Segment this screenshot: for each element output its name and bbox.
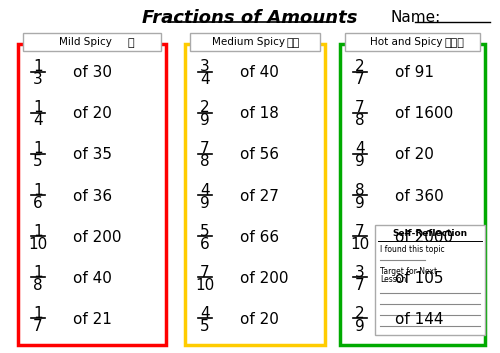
Text: 9: 9 <box>200 113 210 128</box>
Text: of 18: of 18 <box>240 106 279 121</box>
Text: 5: 5 <box>200 224 210 239</box>
Text: I found this topic: I found this topic <box>380 245 444 253</box>
Text: 5: 5 <box>200 319 210 334</box>
Text: 8: 8 <box>355 113 365 128</box>
Text: 7: 7 <box>355 224 365 239</box>
Text: 10: 10 <box>196 278 214 293</box>
Text: of 200: of 200 <box>73 230 122 245</box>
Text: of 20: of 20 <box>395 147 434 162</box>
Text: 7: 7 <box>355 278 365 293</box>
Text: Hot and Spicy: Hot and Spicy <box>370 37 442 47</box>
Text: Lesson: Lesson <box>380 275 406 285</box>
Text: Fractions of Amounts: Fractions of Amounts <box>142 9 358 27</box>
Text: of 1600: of 1600 <box>395 106 453 121</box>
Text: 🌶: 🌶 <box>128 38 134 48</box>
Text: of 105: of 105 <box>395 271 444 286</box>
Text: 3: 3 <box>200 59 210 74</box>
Text: 9: 9 <box>355 196 365 210</box>
Text: 6: 6 <box>200 237 210 252</box>
Text: 2: 2 <box>355 306 365 321</box>
Text: 3: 3 <box>33 72 43 87</box>
Text: 6: 6 <box>33 196 43 210</box>
Text: 7: 7 <box>33 319 43 334</box>
Text: 9: 9 <box>200 196 210 210</box>
Text: of 360: of 360 <box>395 189 444 203</box>
Text: 1: 1 <box>33 59 43 74</box>
Text: of 35: of 35 <box>73 147 112 162</box>
Bar <box>23 33 161 51</box>
Text: 🌶🌶🌶: 🌶🌶🌶 <box>444 38 464 48</box>
Bar <box>345 33 480 51</box>
Bar <box>185 44 325 345</box>
Text: 8: 8 <box>355 183 365 197</box>
Text: Target for Next: Target for Next <box>380 267 437 275</box>
Text: 7: 7 <box>200 265 210 280</box>
Text: of 200: of 200 <box>240 271 288 286</box>
Text: 1: 1 <box>33 183 43 197</box>
Text: of 66: of 66 <box>240 230 279 245</box>
Text: 8: 8 <box>200 154 210 169</box>
Text: of 144: of 144 <box>395 312 444 327</box>
Text: of 21: of 21 <box>73 312 112 327</box>
Text: of 2000: of 2000 <box>395 230 453 245</box>
Text: 4: 4 <box>355 141 365 156</box>
Text: of 20: of 20 <box>240 312 279 327</box>
Text: 5: 5 <box>33 154 43 169</box>
Text: 1: 1 <box>33 100 43 115</box>
Text: of 20: of 20 <box>73 106 112 121</box>
Bar <box>18 44 166 345</box>
Text: Medium Spicy: Medium Spicy <box>212 37 285 47</box>
Text: 2: 2 <box>200 100 210 115</box>
Text: 3: 3 <box>355 265 365 280</box>
Text: 10: 10 <box>28 237 48 252</box>
Text: Name:: Name: <box>390 11 440 25</box>
Text: 8: 8 <box>33 278 43 293</box>
Bar <box>375 225 485 335</box>
Text: 4: 4 <box>200 306 210 321</box>
Text: 🌶🌶: 🌶🌶 <box>287 38 300 48</box>
Text: of 56: of 56 <box>240 147 279 162</box>
Text: 1: 1 <box>33 265 43 280</box>
Text: Self-Reflection: Self-Reflection <box>392 229 468 239</box>
Text: of 27: of 27 <box>240 189 279 203</box>
Text: of 40: of 40 <box>240 65 279 80</box>
Text: of 40: of 40 <box>73 271 112 286</box>
Text: Mild Spicy: Mild Spicy <box>58 37 112 47</box>
Text: 9: 9 <box>355 154 365 169</box>
Bar <box>190 33 320 51</box>
Text: 4: 4 <box>200 183 210 197</box>
Text: 7: 7 <box>200 141 210 156</box>
Text: 10: 10 <box>350 237 370 252</box>
Text: 7: 7 <box>355 72 365 87</box>
Text: 4: 4 <box>200 72 210 87</box>
Text: 4: 4 <box>33 113 43 128</box>
Text: 1: 1 <box>33 224 43 239</box>
Text: of 36: of 36 <box>73 189 112 203</box>
Text: of 30: of 30 <box>73 65 112 80</box>
Text: of 91: of 91 <box>395 65 434 80</box>
Text: 1: 1 <box>33 306 43 321</box>
Text: 2: 2 <box>355 59 365 74</box>
Text: 7: 7 <box>355 100 365 115</box>
Text: 9: 9 <box>355 319 365 334</box>
Bar <box>340 44 485 345</box>
Text: 1: 1 <box>33 141 43 156</box>
